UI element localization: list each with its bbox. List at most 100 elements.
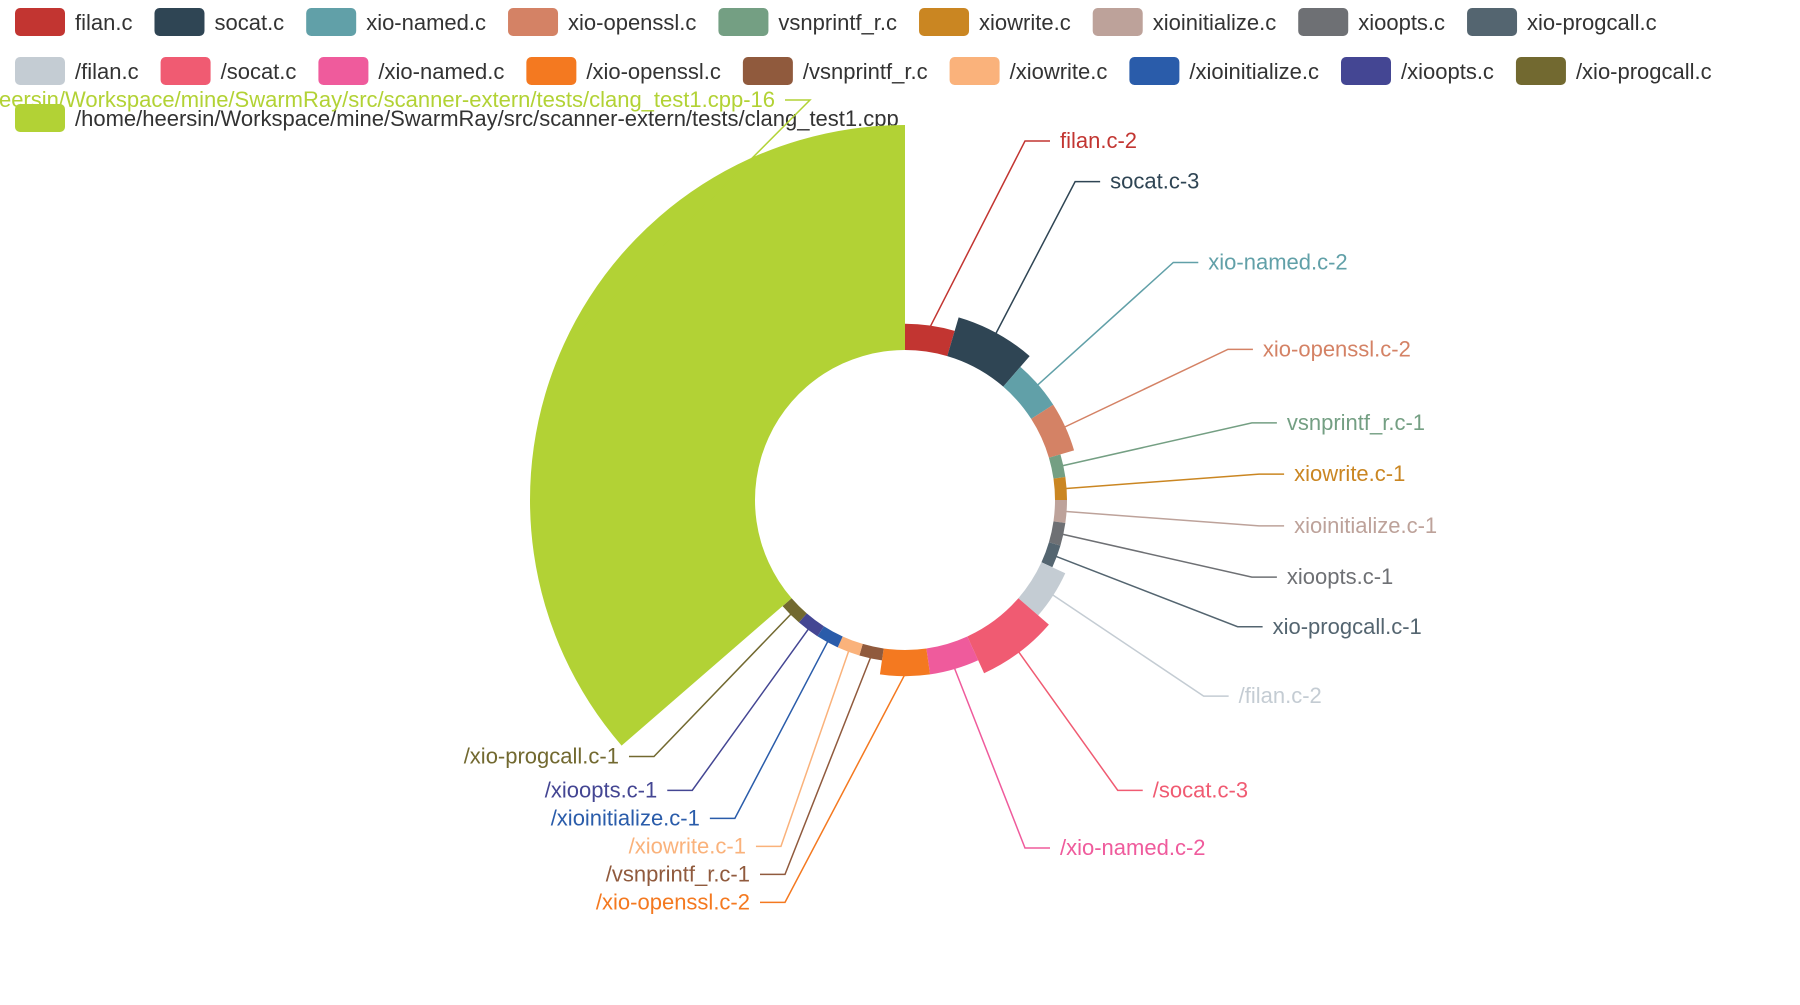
slice-label-group: /socat.c-3 (1017, 650, 1248, 802)
pie-slice[interactable] (859, 643, 884, 661)
leader-line (1017, 650, 1143, 792)
slice-label-group: /home/heersin/Workspace/mine/SwarmRay/sr… (0, 87, 812, 346)
pie-slice[interactable] (1048, 521, 1066, 546)
legend-swatch (508, 8, 559, 36)
pie-slice[interactable] (1053, 476, 1067, 500)
slice-label: xio-progcall.c-1 (1273, 614, 1422, 639)
leader-line (760, 673, 906, 904)
slice-label-group: xio-openssl.c-2 (1063, 336, 1411, 429)
legend-item[interactable]: /xioinitialize.c (1129, 57, 1319, 85)
slice-label-group: socat.c-3 (994, 169, 1199, 335)
leader-line (994, 180, 1101, 335)
legend-swatch (718, 8, 769, 36)
legend-item[interactable]: vsnprintf_r.c (718, 8, 897, 36)
legend-item[interactable]: xioinitialize.c (1092, 8, 1277, 36)
legend-item[interactable]: /xio-named.c (318, 57, 504, 85)
slice-label: socat.c-3 (1110, 169, 1199, 194)
slice-label: filan.c-2 (1060, 128, 1137, 153)
legend-item[interactable]: /vsnprintf_r.c (742, 57, 928, 85)
slice-label-group: /xio-named.c-2 (953, 666, 1206, 860)
leader-line (1061, 533, 1277, 578)
legend-item[interactable]: /xiowrite.c (949, 57, 1108, 85)
legend-label: xioinitialize.c (1153, 10, 1277, 35)
slice-label: /home/heersin/Workspace/mine/SwarmRay/sr… (0, 87, 775, 112)
legend-item[interactable]: xio-named.c (306, 8, 486, 36)
legend-swatch (318, 57, 369, 85)
legend-label: xioopts.c (1358, 10, 1445, 35)
slice-label-group: xio-progcall.c-1 (1054, 555, 1422, 639)
legend-label: socat.c (214, 10, 284, 35)
legend-label: /filan.c (75, 59, 139, 84)
legend-item[interactable]: /socat.c (160, 57, 297, 85)
legend-swatch (1298, 8, 1349, 36)
pie-slice[interactable] (947, 317, 1030, 387)
legend-swatch (160, 57, 211, 85)
slice-label: /socat.c-3 (1153, 777, 1248, 802)
slice-label: /vsnprintf_r.c-1 (606, 861, 750, 886)
slice-label-group: /filan.c-2 (1051, 593, 1322, 708)
slice-label: xioinitialize.c-1 (1294, 513, 1437, 538)
pie-slice[interactable] (1031, 404, 1075, 458)
leader-line (1064, 510, 1285, 527)
slices (530, 124, 1075, 746)
legend-label: /vsnprintf_r.c (803, 59, 928, 84)
legend-item[interactable]: xiowrite.c (919, 8, 1071, 36)
pie-slice[interactable] (1003, 366, 1054, 419)
slice-label: vsnprintf_r.c-1 (1287, 410, 1425, 435)
slice-label-group: /xio-openssl.c-2 (596, 673, 906, 914)
pie-slice[interactable] (967, 598, 1049, 674)
legend-item[interactable]: /home/heersin/Workspace/mine/SwarmRay/sr… (15, 104, 899, 132)
legend-swatch (15, 8, 65, 36)
slice-label: xio-named.c-2 (1208, 249, 1347, 274)
leader-line (760, 656, 872, 876)
legend-item[interactable]: xio-openssl.c (508, 8, 696, 36)
leader-line (628, 612, 793, 758)
slice-label: xiowrite.c-1 (1294, 461, 1405, 486)
slice-label-group: vsnprintf_r.c-1 (1061, 410, 1425, 467)
pie-slice[interactable] (798, 613, 824, 637)
leader-line (1036, 261, 1199, 387)
legend-swatch (154, 8, 205, 36)
legend-item[interactable]: /xio-openssl.c (526, 57, 721, 85)
pie-slice[interactable] (926, 636, 979, 675)
legend-swatch (1092, 8, 1143, 36)
pie-slice[interactable] (782, 598, 807, 623)
legend-swatch (1129, 57, 1180, 85)
pie-slice[interactable] (1048, 454, 1066, 479)
slice-label-group: xioopts.c-1 (1061, 533, 1393, 589)
legend-item[interactable]: socat.c (154, 8, 284, 36)
slice-label: /xio-openssl.c-2 (596, 889, 750, 914)
legend-item[interactable]: /filan.c (15, 57, 139, 85)
pie-slice[interactable] (837, 636, 863, 656)
slice-label-group: /xioinitialize.c-1 (551, 640, 829, 830)
legend-item[interactable]: /xioopts.c (1341, 57, 1494, 85)
pie-slice[interactable] (1018, 562, 1066, 616)
leader-line (755, 649, 850, 848)
legend-swatch (526, 57, 577, 85)
legend-label: xiowrite.c (979, 10, 1071, 35)
leader-line (1051, 593, 1229, 697)
slice-label: /xio-named.c-2 (1060, 835, 1206, 860)
legend-label: /xio-progcall.c (1576, 59, 1712, 84)
legend-swatch (15, 104, 65, 132)
pie-slice[interactable] (1053, 500, 1067, 524)
slice-label-group: /xioopts.c-1 (545, 627, 810, 802)
legend-label: /socat.c (221, 59, 297, 84)
legend: filan.c socat.c xio-named.c xio-openssl.c vs… (15, 8, 1712, 132)
legend-item[interactable]: xioopts.c (1298, 8, 1445, 36)
legend-swatch (1515, 57, 1566, 85)
leader-line (667, 627, 810, 792)
legend-item[interactable]: filan.c (15, 8, 132, 36)
pie-slice[interactable] (905, 323, 955, 357)
legend-item[interactable]: xio-progcall.c (1467, 8, 1657, 36)
legend-label: /xioinitialize.c (1189, 59, 1319, 84)
pie-slice[interactable] (817, 626, 843, 648)
pie-slice[interactable] (1041, 542, 1061, 568)
pie-slice[interactable] (530, 124, 905, 746)
slice-label: /xio-progcall.c-1 (464, 743, 619, 768)
pie-slice[interactable] (879, 648, 931, 677)
leader-line (565, 99, 812, 346)
legend-label: xio-progcall.c (1527, 10, 1657, 35)
legend-item[interactable]: /xio-progcall.c (1515, 57, 1712, 85)
